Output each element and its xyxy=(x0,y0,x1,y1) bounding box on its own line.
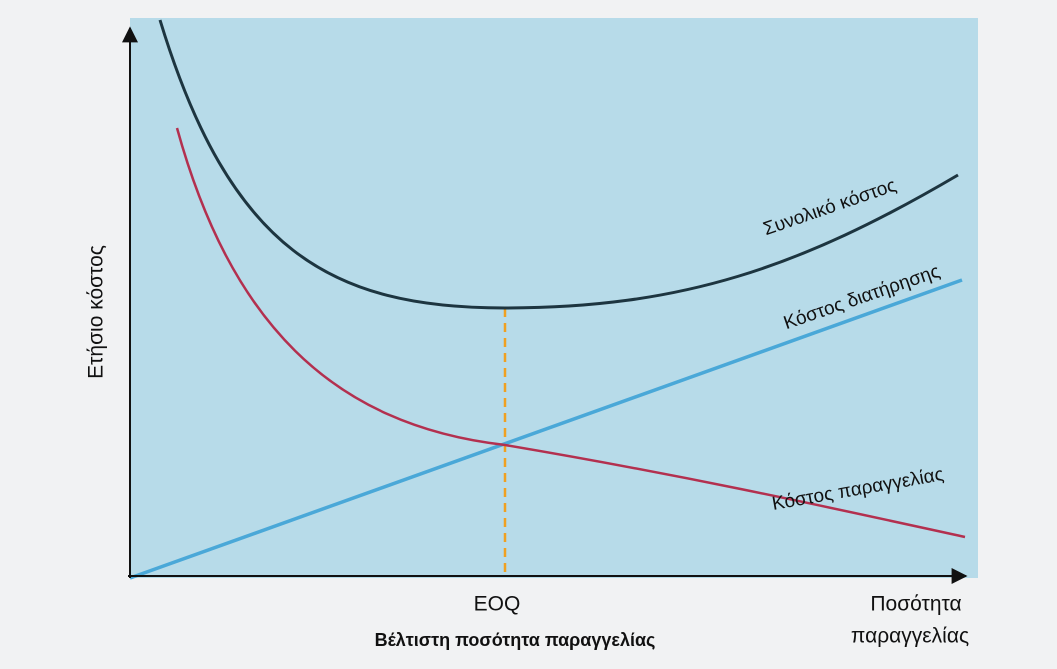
plot-background xyxy=(130,18,978,578)
x-axis-label: Ποσότητα xyxy=(870,593,961,616)
x-axis-label: παραγγελίας xyxy=(851,625,969,648)
y-axis-label: Ετήσιο κόστος xyxy=(85,245,108,379)
eoq-caption: Βέλτιστη ποσότητα παραγγελίας xyxy=(375,630,656,650)
ordering-cost-curve xyxy=(175,127,966,539)
eoq-label: EOQ xyxy=(474,593,521,616)
holding-cost-curve xyxy=(129,278,963,580)
total-cost-curve xyxy=(158,19,959,310)
